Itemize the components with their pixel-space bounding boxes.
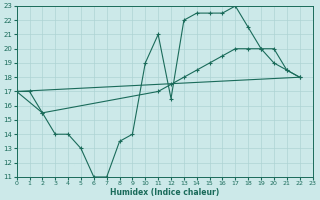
X-axis label: Humidex (Indice chaleur): Humidex (Indice chaleur): [110, 188, 219, 197]
